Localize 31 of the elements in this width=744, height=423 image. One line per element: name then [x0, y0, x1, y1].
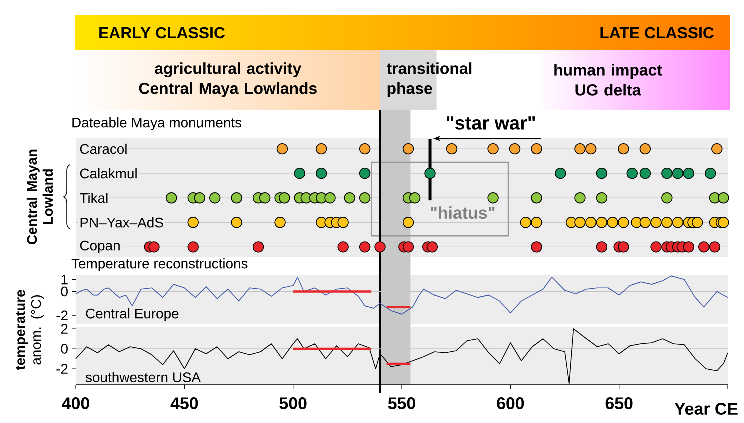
ref-line-label: "star war" [447, 116, 536, 130]
chart-title: Dateable Maya monuments [72, 117, 242, 130]
y-tick-label: Calakmul [80, 168, 137, 179]
y-axis-title: temperature anom. (°C) [16, 290, 44, 370]
series-label: southwestern USA [86, 372, 201, 382]
x-tick-label: 500 [280, 398, 307, 410]
y-tick-label: -2 [56, 364, 68, 374]
y-tick-label: 1 [62, 274, 68, 285]
y-tick-label: 0 [61, 286, 68, 297]
y-tick-label: Copan [80, 240, 120, 254]
y-tick-label: -2 [56, 310, 68, 320]
text: transitional phase [386, 62, 472, 98]
series-label: Central Europe [86, 308, 179, 322]
text: LATE CLASSIC [600, 27, 714, 39]
x-tick-label: 650 [606, 398, 633, 410]
x-axis-title: Year CE [674, 403, 738, 415]
y-tick-label: Caracol [80, 144, 127, 154]
y-tick-label: 0 [61, 344, 68, 354]
chart-title: Temperature reconstructions [72, 258, 248, 272]
y-tick-label: 2 [61, 324, 68, 334]
text: human impact UG delta [554, 64, 662, 96]
annotation: "hiatus" [431, 206, 495, 220]
x-tick-label: 600 [497, 398, 524, 410]
y-tick-label: Tikal [80, 192, 108, 204]
text: EARLY CLASSIC [100, 27, 226, 39]
y-axis-title: Central Mayan Lowland [26, 150, 54, 244]
text: agricultural activity Central Maya Lowlands [139, 62, 317, 98]
x-tick-label: 400 [62, 398, 90, 410]
x-tick-label: 550 [388, 398, 416, 410]
x-tick-label: 450 [170, 398, 198, 410]
y-tick-label: PN–Yax–AdS [80, 218, 164, 228]
